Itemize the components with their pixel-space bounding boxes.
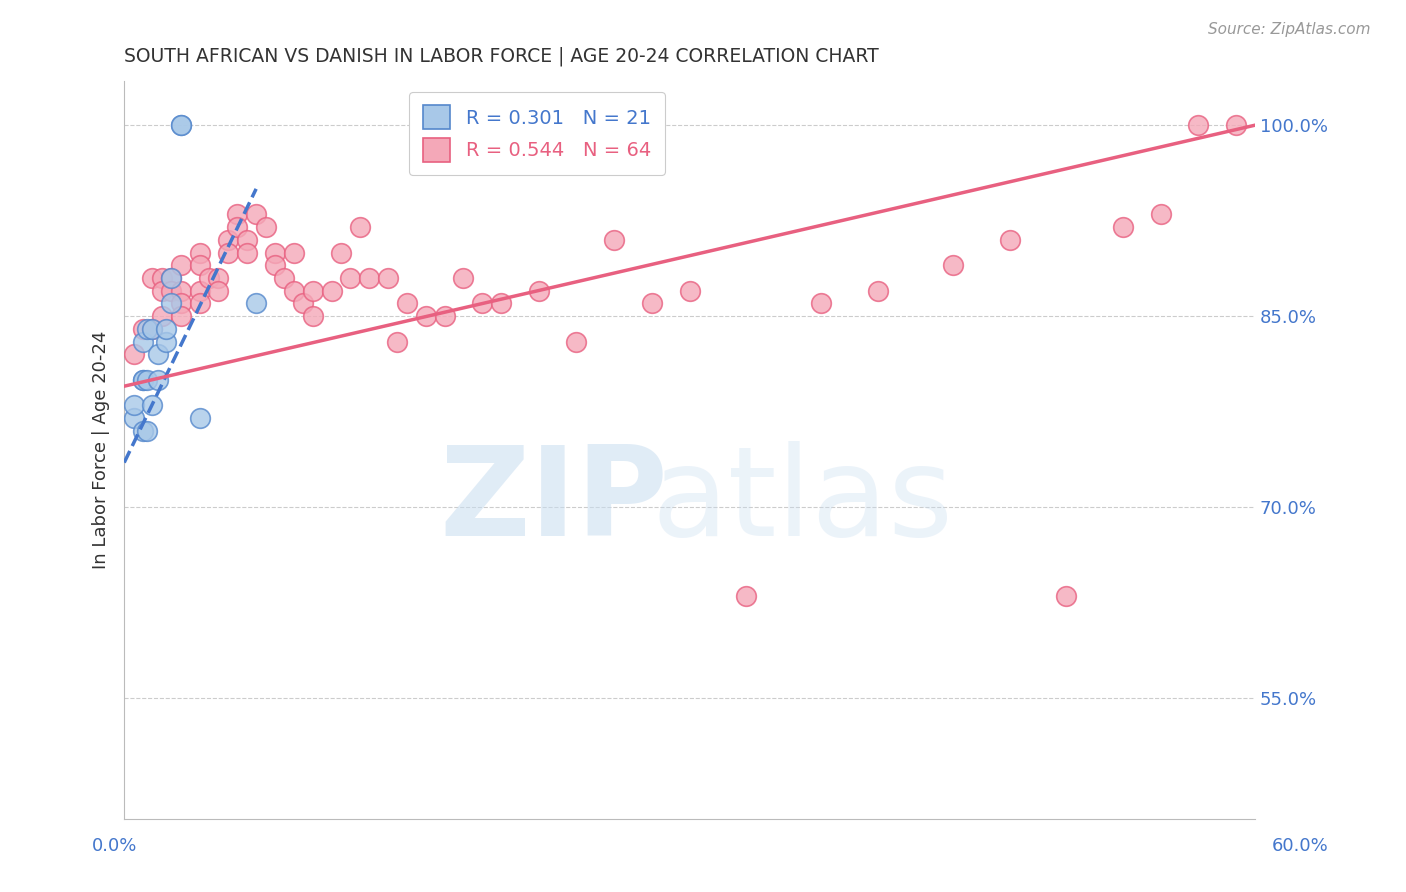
Point [160, 284, 183, 298]
Point [155, 322, 177, 336]
Point [170, 258, 193, 272]
Point [942, 258, 965, 272]
Point [565, 334, 588, 349]
Point [160, 296, 183, 310]
Point [678, 284, 700, 298]
Point [415, 309, 437, 323]
Point [283, 245, 305, 260]
Point [155, 334, 177, 349]
Point [188, 284, 211, 298]
Point [170, 118, 193, 132]
Point [132, 424, 155, 438]
Text: atlas: atlas [651, 441, 953, 562]
Point [132, 373, 155, 387]
Point [453, 271, 475, 285]
Point [122, 398, 145, 412]
Point [226, 220, 249, 235]
Point [810, 296, 832, 310]
Point [264, 258, 287, 272]
Point [1054, 589, 1077, 603]
Point [1149, 207, 1171, 221]
Point [141, 398, 163, 412]
Point [866, 284, 889, 298]
Point [141, 322, 163, 336]
Point [132, 373, 155, 387]
Point [150, 271, 173, 285]
Point [735, 589, 758, 603]
Text: SOUTH AFRICAN VS DANISH IN LABOR FORCE | AGE 20-24 CORRELATION CHART: SOUTH AFRICAN VS DANISH IN LABOR FORCE |… [124, 46, 879, 66]
Point [207, 284, 229, 298]
Point [603, 233, 626, 247]
Point [141, 322, 163, 336]
Point [135, 322, 157, 336]
Point [141, 271, 163, 285]
Point [489, 296, 512, 310]
Point [150, 309, 173, 323]
Point [283, 284, 305, 298]
Point [1187, 118, 1209, 132]
Point [146, 347, 169, 361]
Point [301, 309, 323, 323]
Point [395, 296, 418, 310]
Point [170, 118, 193, 132]
Point [387, 334, 409, 349]
Point [245, 296, 267, 310]
Point [122, 411, 145, 425]
Point [160, 271, 183, 285]
Point [217, 233, 239, 247]
Point [198, 271, 221, 285]
Point [329, 245, 352, 260]
Point [292, 296, 315, 310]
Point [135, 424, 157, 438]
Point [170, 284, 193, 298]
Point [254, 220, 277, 235]
Point [188, 245, 211, 260]
Point [339, 271, 361, 285]
Point [377, 271, 399, 285]
Point [207, 271, 229, 285]
Point [132, 334, 155, 349]
Point [170, 309, 193, 323]
Point [321, 284, 343, 298]
Point [471, 296, 494, 310]
Text: Source: ZipAtlas.com: Source: ZipAtlas.com [1208, 22, 1371, 37]
Point [301, 284, 323, 298]
Point [146, 373, 169, 387]
Point [188, 411, 211, 425]
Point [433, 309, 456, 323]
Point [170, 296, 193, 310]
Point [264, 245, 287, 260]
Point [188, 296, 211, 310]
Point [1112, 220, 1135, 235]
Point [217, 245, 239, 260]
Point [188, 258, 211, 272]
Legend: R = 0.301   N = 21, R = 0.544   N = 64: R = 0.301 N = 21, R = 0.544 N = 64 [409, 92, 665, 176]
Point [132, 322, 155, 336]
Point [160, 271, 183, 285]
Point [245, 207, 267, 221]
Text: 60.0%: 60.0% [1272, 837, 1329, 855]
Point [122, 347, 145, 361]
Point [226, 207, 249, 221]
Point [150, 284, 173, 298]
Point [273, 271, 295, 285]
Point [527, 284, 550, 298]
Point [641, 296, 664, 310]
Text: 0.0%: 0.0% [91, 837, 136, 855]
Text: ZIP: ZIP [440, 441, 668, 562]
Point [1225, 118, 1247, 132]
Point [349, 220, 371, 235]
Y-axis label: In Labor Force | Age 20-24: In Labor Force | Age 20-24 [93, 331, 110, 569]
Point [998, 233, 1021, 247]
Point [235, 245, 257, 260]
Point [359, 271, 381, 285]
Point [135, 373, 157, 387]
Point [235, 233, 257, 247]
